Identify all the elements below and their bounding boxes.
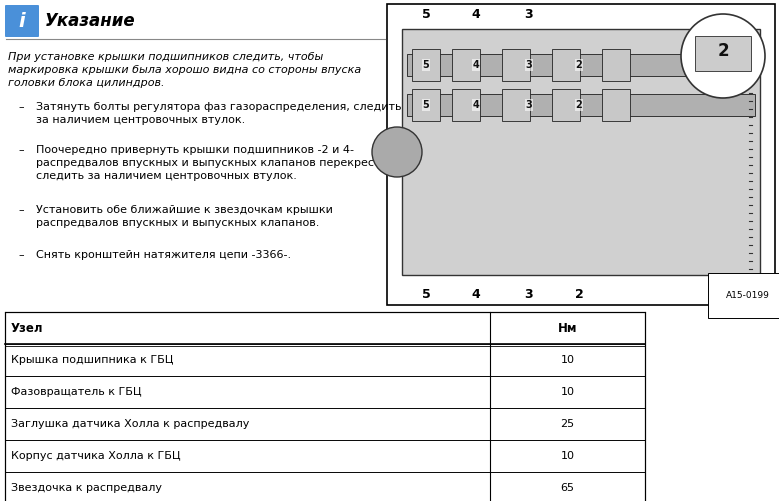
- Text: 3: 3: [525, 8, 534, 21]
- Bar: [695, 36, 751, 71]
- Text: 25: 25: [560, 419, 575, 429]
- Bar: [407, 54, 755, 76]
- Text: Нм: Нм: [558, 322, 577, 335]
- Text: 65: 65: [561, 483, 574, 493]
- Text: 3: 3: [525, 289, 534, 302]
- Text: 3: 3: [526, 100, 532, 110]
- Text: 10: 10: [561, 355, 574, 365]
- Bar: [412, 89, 440, 121]
- Bar: [602, 49, 630, 81]
- Text: 2: 2: [717, 42, 729, 60]
- Text: Снять кронштейн натяжителя цепи -3366-.: Снять кронштейн натяжителя цепи -3366-.: [36, 250, 291, 260]
- Text: Указание: Указание: [45, 12, 136, 30]
- Text: 4: 4: [471, 289, 481, 302]
- Bar: [407, 94, 755, 116]
- Text: распредвалов впускных и выпускных клапанов перекрестно,: распредвалов впускных и выпускных клапан…: [36, 158, 398, 168]
- Text: 4: 4: [471, 8, 481, 21]
- Text: При установке крышки подшипников следить, чтобы: При установке крышки подшипников следить…: [8, 52, 323, 62]
- Text: 2: 2: [576, 60, 583, 70]
- Text: A15-0199: A15-0199: [726, 291, 770, 300]
- Text: Фазовращатель к ГБЦ: Фазовращатель к ГБЦ: [11, 387, 142, 397]
- Circle shape: [372, 127, 422, 177]
- Text: Крышка подшипника к ГБЦ: Крышка подшипника к ГБЦ: [11, 355, 174, 365]
- Bar: [452, 89, 480, 121]
- Text: Узел: Узел: [11, 322, 44, 335]
- Bar: [412, 49, 440, 81]
- Text: головки блока цилиндров.: головки блока цилиндров.: [8, 78, 164, 88]
- Bar: [402, 29, 760, 275]
- Text: Установить обе ближайшие к звездочкам крышки: Установить обе ближайшие к звездочкам кр…: [36, 205, 333, 215]
- Text: –: –: [18, 145, 23, 155]
- Bar: [502, 89, 530, 121]
- Text: маркировка крышки была хорошо видна со стороны впуска: маркировка крышки была хорошо видна со с…: [8, 65, 361, 75]
- Bar: [387, 4, 775, 305]
- Text: 5: 5: [423, 60, 429, 70]
- Text: 10: 10: [561, 451, 574, 461]
- FancyBboxPatch shape: [5, 5, 39, 37]
- Text: i: i: [19, 12, 25, 31]
- Bar: [452, 49, 480, 81]
- Text: следить за наличием центровочных втулок.: следить за наличием центровочных втулок.: [36, 171, 297, 181]
- Text: –: –: [18, 102, 23, 112]
- Text: 4: 4: [473, 60, 479, 70]
- Bar: [552, 49, 580, 81]
- Text: Корпус датчика Холла к ГБЦ: Корпус датчика Холла к ГБЦ: [11, 451, 181, 461]
- Text: –: –: [18, 205, 23, 215]
- Text: 5: 5: [423, 100, 429, 110]
- Text: распредвалов впускных и выпускных клапанов.: распредвалов впускных и выпускных клапан…: [36, 218, 319, 228]
- Bar: [602, 89, 630, 121]
- Text: 3: 3: [526, 60, 532, 70]
- Circle shape: [681, 14, 765, 98]
- Bar: [502, 49, 530, 81]
- Text: 2: 2: [576, 100, 583, 110]
- Text: Звездочка к распредвалу: Звездочка к распредвалу: [11, 483, 162, 493]
- Text: за наличием центровочных втулок.: за наличием центровочных втулок.: [36, 115, 245, 125]
- Text: 4: 4: [473, 100, 479, 110]
- Text: 5: 5: [421, 289, 430, 302]
- Text: Затянуть болты регулятора фаз газораспределения, следить: Затянуть болты регулятора фаз газораспре…: [36, 102, 401, 112]
- Text: –: –: [18, 250, 23, 260]
- Text: 5: 5: [421, 8, 430, 21]
- Text: Заглушка датчика Холла к распредвалу: Заглушка датчика Холла к распредвалу: [11, 419, 249, 429]
- Text: 2: 2: [575, 289, 583, 302]
- Bar: [5, 312, 645, 501]
- Text: Поочередно привернуть крышки подшипников -2 и 4-: Поочередно привернуть крышки подшипников…: [36, 145, 354, 155]
- Bar: [552, 89, 580, 121]
- Text: 10: 10: [561, 387, 574, 397]
